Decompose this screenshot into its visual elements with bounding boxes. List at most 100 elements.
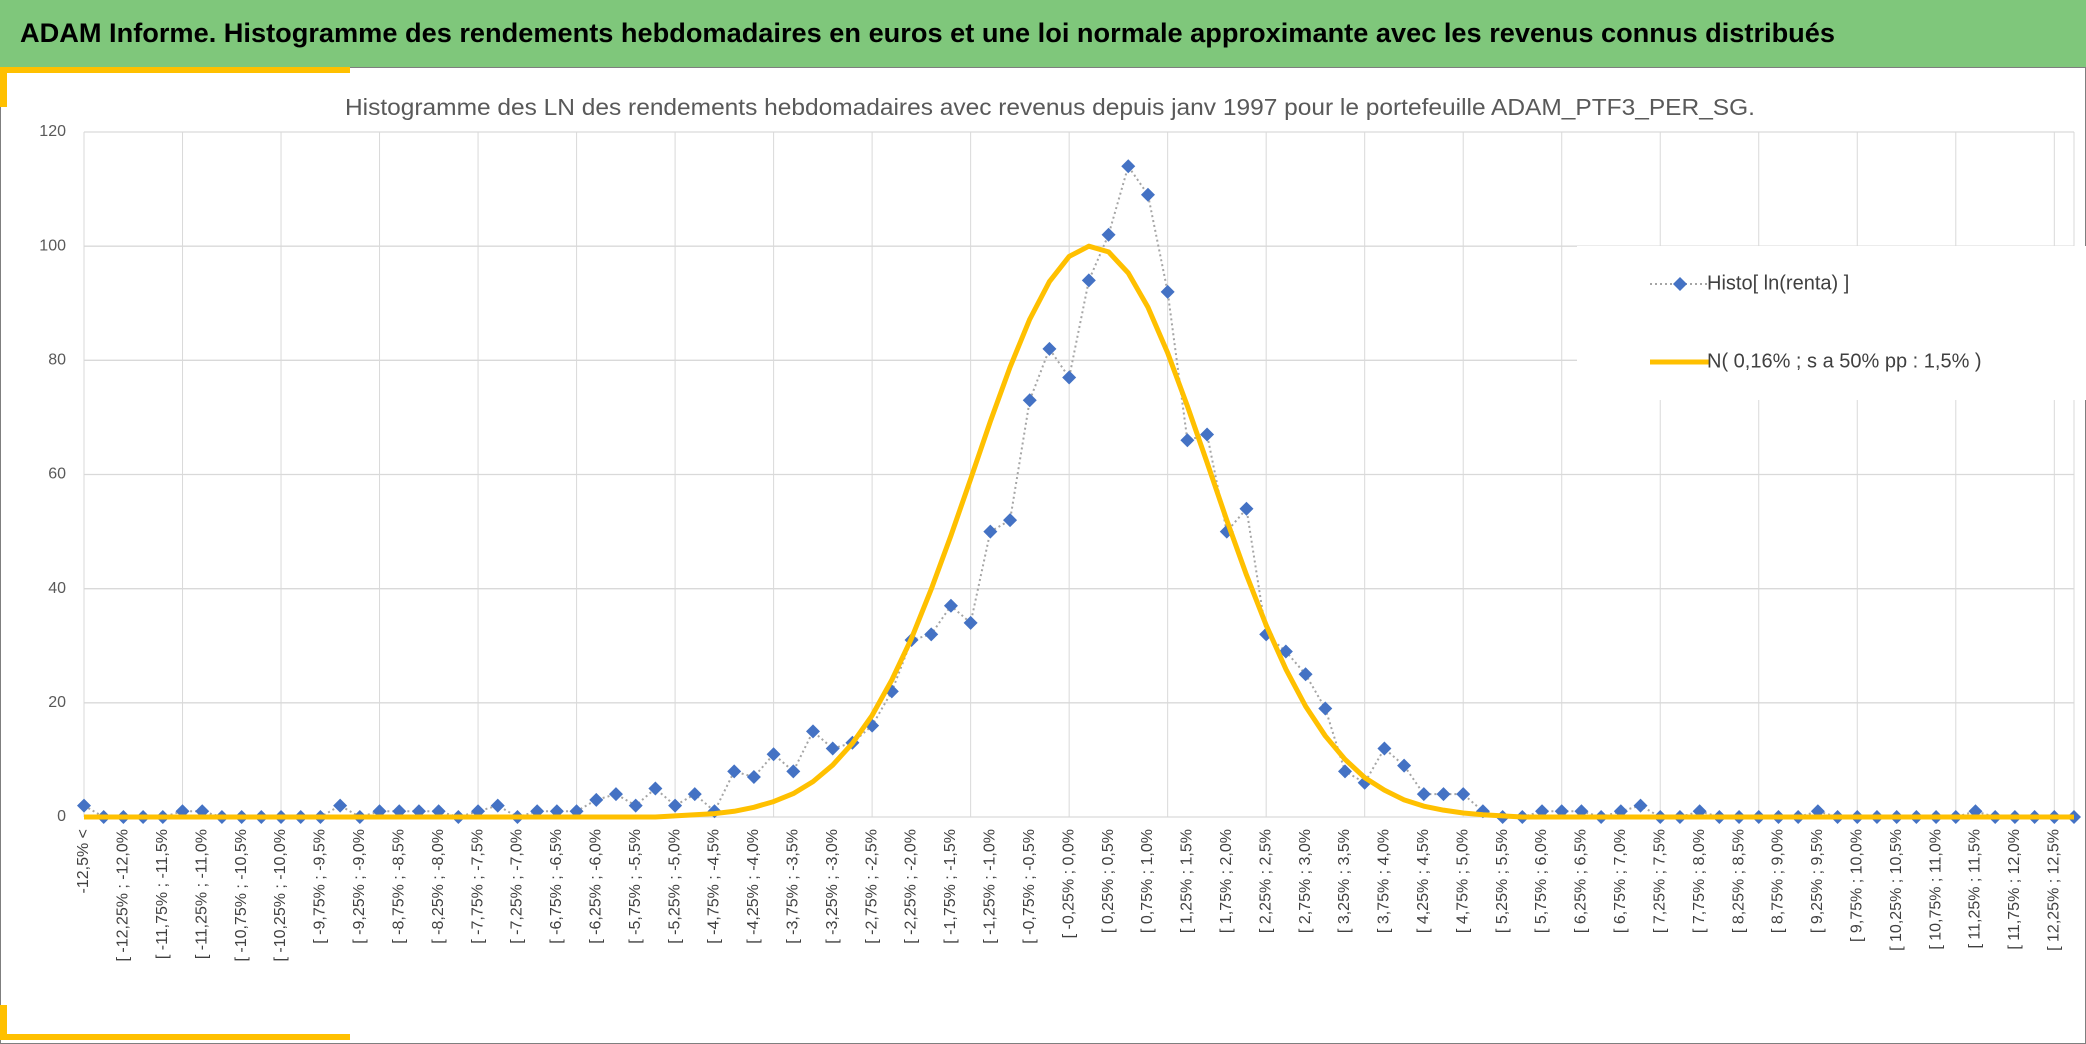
data-point [1140,187,1155,202]
data-point [786,764,801,779]
data-point [589,792,604,807]
data-point [1160,284,1175,299]
x-tick-label: [ -11,25% ; -11,0% [193,829,210,959]
data-point [1456,787,1471,802]
x-tick-label: [ 5,75% ; 6,0% [1533,829,1550,933]
data-point [1003,513,1018,528]
data-point [1298,667,1313,682]
x-tick-label: [ -10,25% ; -10,0% [272,829,289,962]
data-point [608,787,623,802]
x-tick-label: [ -5,75% ; -5,5% [627,829,644,944]
x-tick-label: [ -7,75% ; -7,5% [469,829,486,944]
data-point [1081,273,1096,288]
x-tick-label: [ -4,75% ; -4,5% [706,829,723,944]
x-tick-label: [ -9,75% ; -9,5% [312,829,329,944]
y-tick-label: 120 [39,123,66,140]
y-tick-label: 20 [48,694,66,711]
header-bar [0,0,2086,67]
x-tick-label: [ -6,75% ; -6,5% [548,829,565,944]
data-point [1022,393,1037,408]
x-tick-label: [ 7,75% ; 8,0% [1691,829,1708,933]
x-tick-label: [ 1,75% ; 2,0% [1218,829,1235,933]
x-tick-label: [ 9,25% ; 9,5% [1809,829,1826,933]
x-tick-label: [ 4,25% ; 4,5% [1415,829,1432,933]
data-point [1318,701,1333,716]
x-tick-label: [ -0,75% ; -0,5% [1021,829,1038,944]
data-point [766,747,781,762]
x-tick-label: [ -5,25% ; -5,0% [666,829,683,944]
data-point [806,724,821,739]
x-tick-label: [ 12,25% ; 12,5% [2046,829,2063,951]
accent [0,1034,350,1040]
x-tick-label: [ -12,25% ; -12,0% [115,829,132,962]
x-tick-label: [ -1,75% ; -1,5% [942,829,959,944]
data-point [924,627,939,642]
legend-label: N( 0,16% ; s a 50% pp : 1,5% ) [1707,350,1982,372]
x-tick-label: [ -1,25% ; -1,0% [982,829,999,944]
x-tick-label: [ 10,75% ; 11,0% [1927,829,1944,950]
y-tick-label: 100 [39,237,66,254]
data-point [333,798,348,813]
x-tick-label: [ 2,75% ; 3,0% [1297,829,1314,933]
chart-title: Histogramme des LN des rendements hebdom… [345,94,1755,120]
x-tick-label: [ -11,75% ; -11,5% [154,829,171,959]
x-tick-label: [ 10,25% ; 10,5% [1888,829,1905,951]
x-tick-label: [ -3,75% ; -3,5% [785,829,802,944]
x-tick-label: [ 9,75% ; 10,0% [1848,829,1865,942]
data-point [1121,159,1136,174]
x-tick-label: [ 3,75% ; 4,0% [1376,829,1393,933]
x-tick-label: [ -8,75% ; -8,5% [390,829,407,944]
data-point [77,798,91,813]
data-point [1337,764,1352,779]
series-line [84,243,2074,820]
x-tick-label: [ 0,75% ; 1,0% [1139,829,1156,933]
x-tick-label: [ -9,25% ; -9,0% [351,829,368,944]
data-point [490,798,505,813]
x-tick-label: [ 11,75% ; 12,0% [2006,829,2023,950]
x-tick-label: [ -6,25% ; -6,0% [587,829,604,944]
x-tick-label: [ 8,25% ; 8,5% [1730,829,1747,933]
x-tick-label: [ -7,25% ; -7,0% [509,829,526,944]
x-tick-label: [ -4,25% ; -4,0% [745,829,762,944]
x-tick-label: [ 6,25% ; 6,5% [1573,829,1590,933]
x-tick-label: -12,5% < [75,829,92,893]
x-tick-label: [ -2,25% ; -2,0% [903,829,920,944]
x-tick-label: [ 7,25% ; 7,5% [1651,829,1668,933]
y-tick-label: 0 [57,808,66,825]
data-point [1397,758,1412,773]
data-point [648,781,663,796]
x-tick-label: [ -8,25% ; -8,0% [430,829,447,944]
data-point [1377,741,1392,756]
data-point [825,741,840,756]
data-point [727,764,742,779]
data-point [1042,341,1057,356]
data-point [983,524,998,539]
y-tick-label: 60 [48,466,66,483]
accent [0,67,350,73]
x-tick-label: [ 6,75% ; 7,0% [1612,829,1629,933]
x-tick-label: [ 3,25% ; 3,5% [1336,829,1353,933]
legend-label: Histo[ ln(renta) ] [1707,272,1849,294]
data-point [1062,370,1077,385]
x-tick-label: [ 4,75% ; 5,0% [1454,829,1471,933]
data-point [1416,787,1431,802]
y-tick-label: 40 [48,580,66,597]
x-tick-label: [ -3,25% ; -3,0% [824,829,841,944]
data-point [963,615,978,630]
data-point [687,787,702,802]
x-tick-label: [ 2,25% ; 2,5% [1257,829,1274,933]
x-tick-label: [ -2,75% ; -2,5% [863,829,880,944]
data-point [1239,501,1254,516]
data-point [1200,427,1215,442]
x-tick-label: [ -10,75% ; -10,5% [233,829,250,962]
data-point [1101,227,1116,242]
data-point [628,798,643,813]
data-point [1278,644,1293,659]
data-point [943,598,958,613]
x-tick-label: [ 8,75% ; 9,0% [1770,829,1787,933]
header-title: ADAM Informe. Histogramme des rendements… [20,18,1835,48]
x-tick-label: [ 0,25% ; 0,5% [1100,829,1117,933]
accent [0,1005,7,1040]
